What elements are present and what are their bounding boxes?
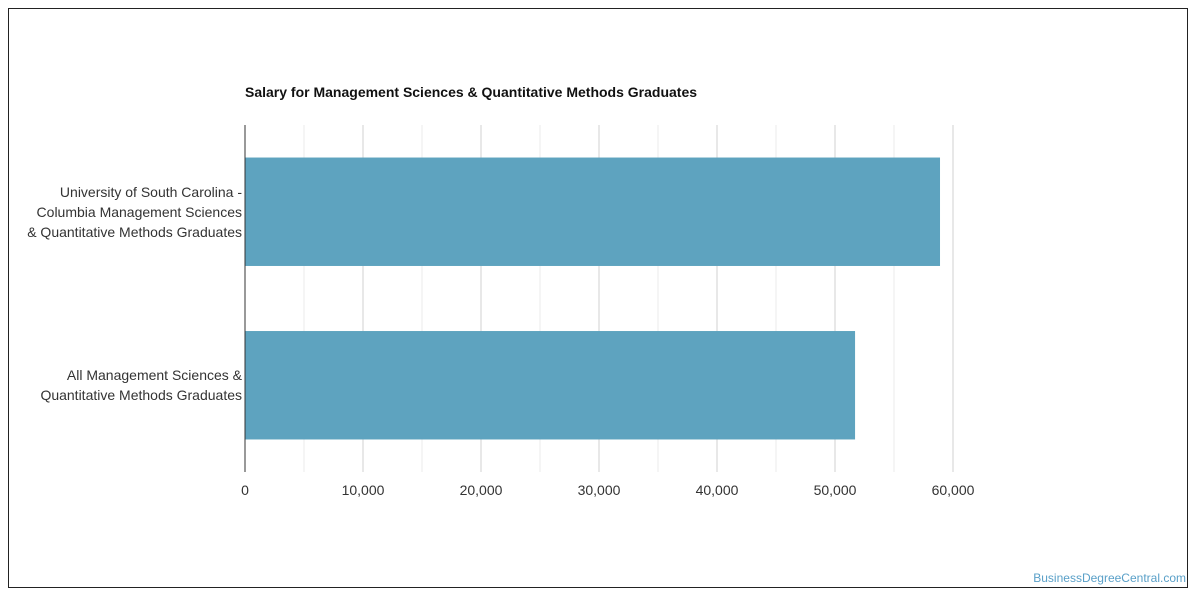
category-label-line: All Management Sciences & (66, 367, 242, 384)
x-tick-label: 40,000 (696, 482, 739, 498)
bars (245, 157, 941, 440)
category-label: All Management Sciences & Quantitative Me… (2, 365, 242, 405)
bar[interactable] (245, 157, 941, 266)
category-label-line: Quantitative Methods Graduates (40, 387, 242, 404)
x-tick-label: 60,000 (932, 482, 975, 498)
x-tick-labels: 0 10,000 20,000 30,000 40,000 50,000 60,000 (241, 482, 975, 498)
x-tick-label: 50,000 (814, 482, 857, 498)
chart-frame (8, 8, 1188, 588)
bar[interactable] (245, 331, 856, 440)
category-label-line: University of South Carolina - (59, 183, 242, 200)
category-label-line: Columbia Management Sciences (36, 203, 242, 220)
category-label: University of South Carolina - Columbia M… (2, 182, 242, 242)
watermark[interactable]: BusinessDegreeCentral.com (1033, 571, 1186, 585)
x-tick-label: 0 (241, 482, 249, 498)
x-tick-label: 20,000 (460, 482, 503, 498)
x-tick-label: 10,000 (342, 482, 385, 498)
category-label-line: & Quantitative Methods Graduates (27, 223, 242, 240)
x-tick-label: 30,000 (578, 482, 621, 498)
chart-title: Salary for Management Sciences & Quantit… (245, 84, 698, 100)
